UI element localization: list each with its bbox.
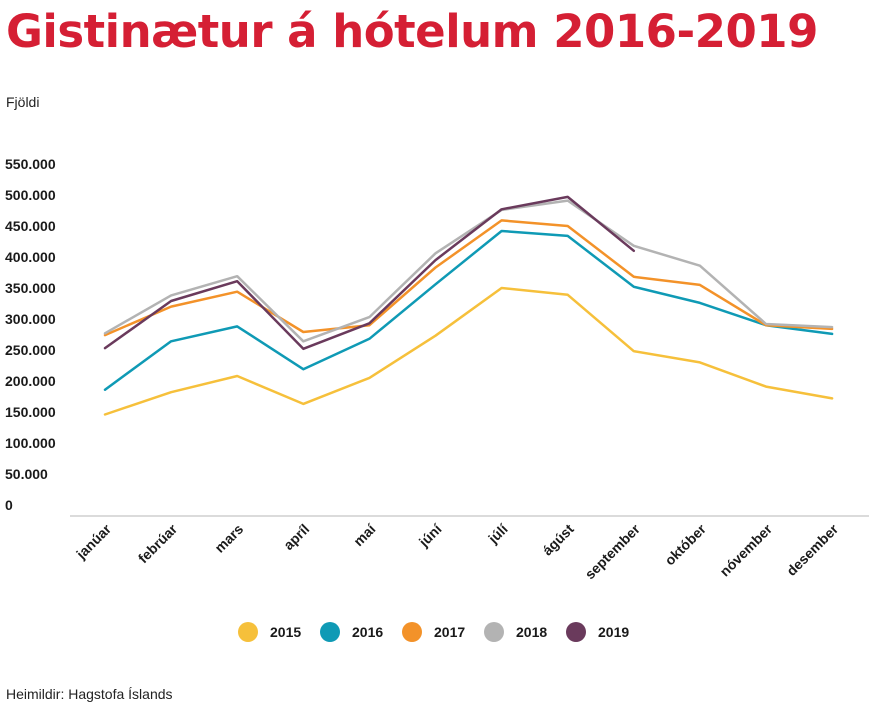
- series-line-2016: [103, 229, 834, 391]
- legend: 2015 2016 2017 2018 2019: [238, 622, 629, 642]
- legend-swatch: [238, 622, 258, 642]
- y-tick-label: 400.000: [5, 249, 56, 265]
- x-tick-label: apríl: [280, 521, 312, 553]
- y-tick-label: 100.000: [5, 435, 56, 451]
- legend-swatch: [320, 622, 340, 642]
- y-tick-label: 250.000: [5, 342, 56, 358]
- y-axis-ticks: 0 50.000 100.000 150.000 200.000 250.000 300.0…: [5, 156, 56, 513]
- y-tick-label: 300.000: [5, 311, 56, 327]
- x-tick-label: febrúar: [135, 520, 181, 566]
- y-tick-label: 50.000: [5, 466, 48, 482]
- x-tick-label: desember: [783, 520, 841, 578]
- chart-title: Gistinætur á hótelum 2016-2019: [6, 5, 818, 58]
- x-tick-label: október: [661, 520, 709, 568]
- x-tick-label: júní: [415, 520, 445, 550]
- legend-label: 2015: [270, 624, 301, 640]
- series-line-2015: [103, 286, 834, 416]
- series-lines: [103, 195, 834, 416]
- y-tick-label: 550.000: [5, 156, 56, 172]
- legend-label: 2017: [434, 624, 465, 640]
- legend-label: 2019: [598, 624, 629, 640]
- source-note: Heimildir: Hagstofa Íslands: [6, 686, 173, 702]
- x-tick-label: nóvember: [716, 520, 775, 579]
- y-tick-label: 200.000: [5, 373, 56, 389]
- x-tick-label: maí: [350, 520, 379, 549]
- x-axis-ticks: janúar febrúar mars apríl maí júní júlí ágúst se…: [72, 520, 841, 582]
- x-tick-label: janúar: [72, 520, 114, 562]
- x-tick-label: ágúst: [539, 521, 577, 559]
- legend-label: 2016: [352, 624, 383, 640]
- x-tick-label: september: [582, 520, 644, 582]
- legend-swatch: [402, 622, 422, 642]
- legend-label: 2018: [516, 624, 547, 640]
- legend-swatch: [484, 622, 504, 642]
- legend-swatch: [566, 622, 586, 642]
- series-line-2017: [103, 219, 834, 337]
- y-tick-label: 500.000: [5, 187, 56, 203]
- y-tick-label: 0: [5, 497, 13, 513]
- y-axis-unit-label: Fjöldi: [6, 94, 40, 110]
- series-line-2019: [103, 195, 636, 351]
- series-line-2018: [103, 199, 834, 343]
- y-tick-label: 350.000: [5, 280, 56, 296]
- y-tick-label: 450.000: [5, 218, 56, 234]
- x-tick-label: mars: [211, 521, 246, 556]
- y-tick-label: 150.000: [5, 404, 56, 420]
- x-tick-label: júlí: [484, 520, 511, 547]
